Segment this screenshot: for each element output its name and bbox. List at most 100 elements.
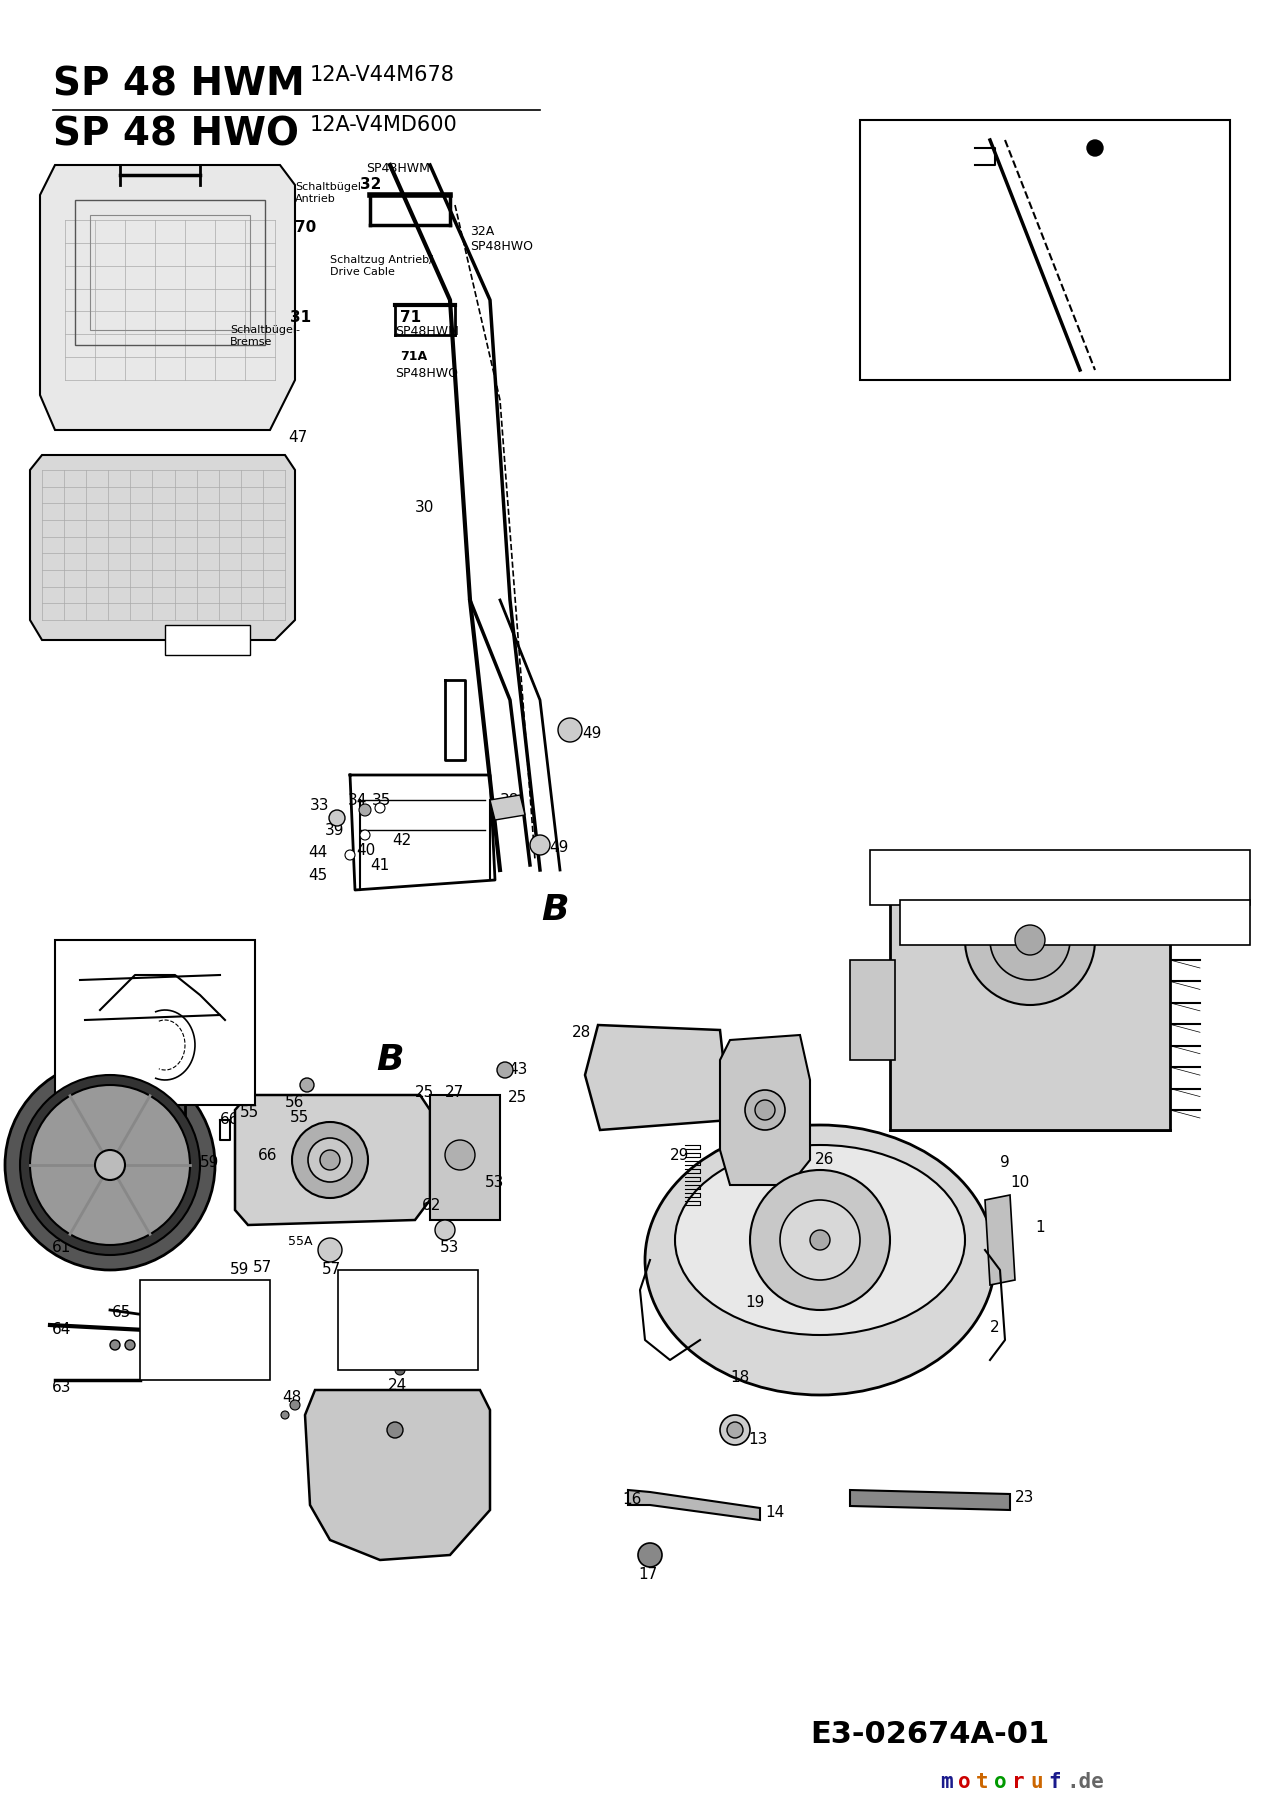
Bar	[849, 959, 894, 1060]
Polygon shape	[849, 1490, 1010, 1510]
Bar	[870, 850, 1250, 905]
Text: B&S-Motor/Engine B&S: B&S-Motor/Engine B&S	[875, 855, 1019, 868]
Circle shape	[290, 1400, 300, 1409]
Circle shape	[1015, 925, 1045, 956]
Circle shape	[21, 1075, 199, 1255]
Bar	[140, 1280, 270, 1381]
Text: 28: 28	[571, 1024, 591, 1040]
Text: 16: 16	[622, 1492, 641, 1507]
Text: 57: 57	[254, 1260, 273, 1274]
Text: 38: 38	[501, 794, 520, 808]
Bar	[891, 880, 1170, 1130]
Text: 25: 25	[414, 1085, 434, 1100]
Text: 55: 55	[290, 1111, 309, 1125]
Text: 29: 29	[671, 1148, 690, 1163]
Circle shape	[435, 1220, 456, 1240]
Circle shape	[320, 1150, 340, 1170]
Text: 51: 51	[938, 194, 958, 211]
Text: 49: 49	[550, 841, 569, 855]
Circle shape	[780, 1201, 860, 1280]
Text: 59: 59	[230, 1262, 250, 1276]
Text: t: t	[976, 1771, 988, 1793]
Text: Not shown: Not shown	[148, 1327, 207, 1336]
Polygon shape	[30, 455, 295, 641]
Text: 2: 2	[990, 1319, 1000, 1336]
Circle shape	[5, 1060, 215, 1271]
Circle shape	[727, 1422, 743, 1438]
Text: 66: 66	[220, 1112, 239, 1127]
Text: Nicht abgebildet: Nicht abgebildet	[347, 1303, 440, 1312]
Circle shape	[318, 1238, 342, 1262]
Ellipse shape	[674, 1145, 965, 1336]
Bar	[165, 625, 250, 655]
Polygon shape	[305, 1390, 490, 1561]
Text: 12A-V44M678: 12A-V44M678	[310, 65, 454, 85]
Text: SP48HWM: SP48HWM	[395, 326, 459, 338]
Text: 66: 66	[257, 1148, 278, 1163]
Circle shape	[292, 1121, 368, 1199]
Text: SP 48 HWO: SP 48 HWO	[53, 115, 299, 153]
Text: o: o	[994, 1771, 1006, 1793]
Text: 19: 19	[745, 1294, 764, 1310]
Text: 59: 59	[199, 1156, 219, 1170]
Polygon shape	[985, 1195, 1015, 1285]
Bar	[430, 1094, 501, 1220]
Text: SP 48 HWM: SP 48 HWM	[53, 65, 305, 103]
Text: 63: 63	[51, 1381, 72, 1395]
Text: 55: 55	[239, 1105, 259, 1120]
Text: 23: 23	[1015, 1490, 1035, 1505]
Circle shape	[345, 850, 355, 860]
Text: 32A: 32A	[470, 225, 494, 238]
Text: 44: 44	[308, 844, 327, 860]
Polygon shape	[236, 1094, 430, 1226]
Text: Schaltzug Antrieb/
Drive Cable: Schaltzug Antrieb/ Drive Cable	[329, 256, 432, 277]
Text: f: f	[1048, 1771, 1060, 1793]
Text: 41: 41	[369, 859, 389, 873]
Bar	[75, 200, 265, 346]
Text: 62: 62	[422, 1199, 441, 1213]
Circle shape	[308, 1138, 353, 1183]
Text: 6: 6	[62, 943, 72, 959]
Text: Schaltbügel-
Antrieb: Schaltbügel- Antrieb	[295, 182, 366, 203]
Circle shape	[810, 1229, 830, 1249]
Text: Schaltbügel-
Bremse: Schaltbügel- Bremse	[230, 326, 300, 347]
Circle shape	[360, 830, 369, 841]
Text: 7    SP48HWM: 7 SP48HWM	[875, 871, 995, 887]
Text: 26: 26	[815, 1152, 834, 1166]
Text: L.H.: L.H.	[347, 1291, 393, 1303]
Text: 53: 53	[440, 1240, 459, 1255]
Text: 31: 31	[290, 310, 311, 326]
Text: 13: 13	[748, 1433, 767, 1447]
Text: 53: 53	[485, 1175, 505, 1190]
Text: 24: 24	[387, 1379, 407, 1393]
Circle shape	[965, 875, 1095, 1004]
Text: 7A   SP48HWO: 7A SP48HWO	[905, 918, 1030, 932]
Text: 52: 52	[965, 135, 985, 149]
Text: E3-02674A-01: E3-02674A-01	[810, 1721, 1049, 1750]
Polygon shape	[628, 1490, 761, 1519]
Text: 47: 47	[288, 430, 308, 445]
Text: SP48HWO: SP48HWO	[875, 367, 938, 382]
Text: 40: 40	[356, 842, 376, 859]
Text: 58  links/: 58 links/	[148, 1287, 211, 1300]
Text: 10: 10	[1010, 1175, 1030, 1190]
Text: Not shown: Not shown	[347, 1316, 407, 1327]
Text: 27: 27	[445, 1085, 465, 1100]
Circle shape	[125, 1339, 135, 1350]
Circle shape	[359, 805, 371, 815]
Text: m: m	[940, 1771, 952, 1793]
Text: B: B	[542, 893, 569, 927]
Text: 55A: 55A	[288, 1235, 313, 1247]
Circle shape	[387, 1422, 403, 1438]
Bar	[338, 1271, 477, 1370]
Text: u: u	[1030, 1771, 1042, 1793]
Circle shape	[719, 1415, 750, 1445]
Text: 43: 43	[508, 1062, 528, 1076]
Text: 71A: 71A	[400, 349, 427, 364]
Bar	[860, 121, 1230, 380]
Text: SP48HWM: SP48HWM	[366, 162, 430, 175]
Text: 49: 49	[582, 725, 601, 742]
Circle shape	[745, 1091, 785, 1130]
Circle shape	[30, 1085, 190, 1246]
Polygon shape	[586, 1024, 730, 1130]
